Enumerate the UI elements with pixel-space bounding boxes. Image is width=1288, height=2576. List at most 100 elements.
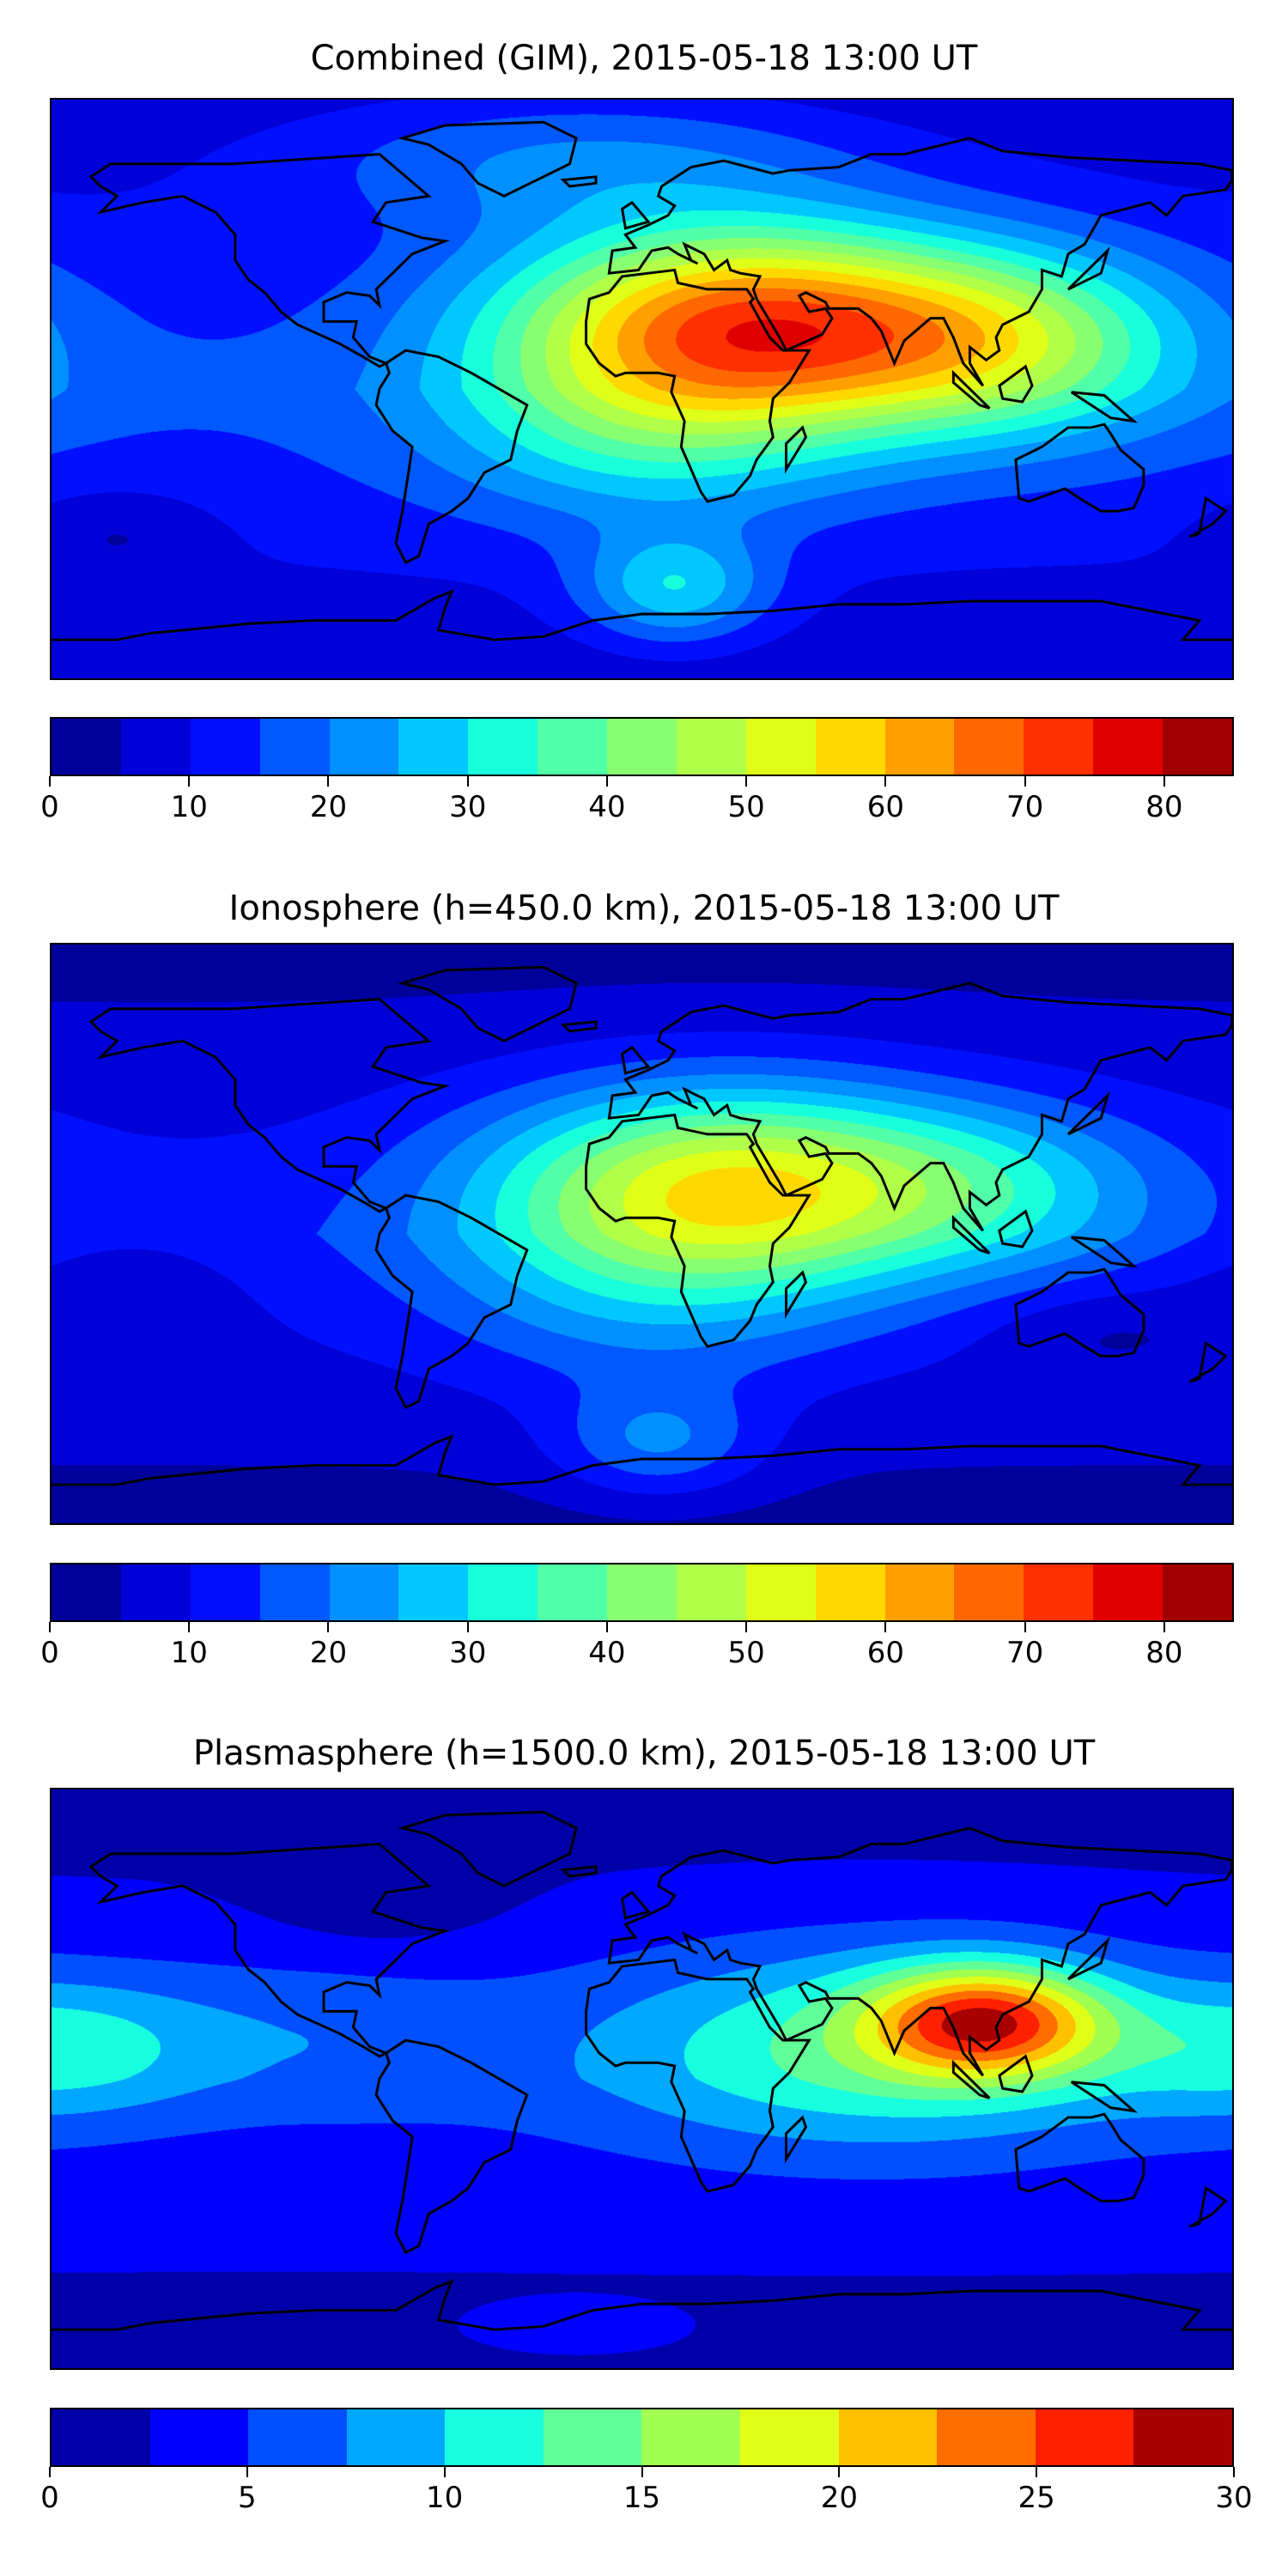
colorbar-segment — [259, 719, 330, 775]
colorbar-tick — [1233, 2467, 1235, 2477]
coastlines — [52, 120, 1232, 641]
colorbar-tick — [838, 2467, 841, 2477]
colorbar-segment — [52, 2409, 150, 2465]
colorbar-segment — [543, 2409, 642, 2465]
colorbar-segment — [52, 1564, 121, 1620]
colorbar-ticks: 0 10 20 30 40 50 60 70 80 — [40, 1622, 1234, 1674]
colorbar-segment — [538, 1564, 607, 1620]
colorbar-tick — [1024, 1622, 1026, 1632]
colorbar-tick-label: 15 — [623, 2481, 661, 2515]
colorbar-segment — [259, 1564, 330, 1620]
colorbar-tick — [641, 2467, 643, 2477]
colorbar-ticks: 0 5 10 15 20 25 30 — [40, 2467, 1253, 2518]
colorbar-segment — [346, 2409, 446, 2465]
colorbar-segment — [398, 1564, 469, 1620]
colorbar-tick-label: 50 — [727, 790, 765, 824]
colorbar-tick — [246, 2467, 248, 2477]
colorbar-tick — [466, 776, 469, 787]
colorbar-segment — [815, 719, 885, 775]
chart-title: Combined (GIM), 2015-05-18 13:00 UT — [310, 39, 978, 78]
colorbar-tick-label: 70 — [1006, 1636, 1044, 1670]
colorbar-segment — [954, 719, 1024, 775]
colorbar-segment — [1163, 1564, 1232, 1620]
colorbar-tick-label: 40 — [588, 1636, 626, 1670]
contour-field — [52, 1789, 1232, 2368]
colorbar-segment — [52, 719, 121, 775]
colorbar — [50, 717, 1234, 776]
colorbar-tick — [884, 1622, 887, 1632]
colorbar-tick-label: 60 — [866, 790, 905, 824]
colorbar-segment — [676, 1564, 746, 1620]
colorbar-tick-label: 5 — [238, 2481, 257, 2515]
colorbar-tick-label: 30 — [449, 1636, 487, 1670]
colorbar-segment — [1133, 2409, 1232, 2465]
contour-field — [52, 100, 1232, 678]
colorbar-segment — [954, 1564, 1024, 1620]
colorbar-tick — [49, 776, 51, 787]
colorbar-tick-label: 30 — [1215, 2481, 1253, 2515]
colorbar-tick-label: 20 — [309, 790, 348, 824]
colorbar-segment — [398, 719, 469, 775]
colorbar-ticks: 0 10 20 30 40 50 60 70 80 — [40, 776, 1234, 828]
colorbar-tick-label: 0 — [40, 1636, 59, 1670]
colorbar-tick-label: 0 — [40, 2481, 59, 2515]
colorbar-tick-label: 10 — [426, 2481, 464, 2515]
colorbar-segment — [1024, 719, 1094, 775]
colorbar-segment — [248, 2409, 347, 2465]
colorbar-tick — [1024, 776, 1026, 787]
colorbar-segment — [838, 2409, 938, 2465]
tec-map-ionosphere — [50, 943, 1234, 1525]
colorbar-segment — [538, 719, 607, 775]
colorbar-tick — [605, 1622, 608, 1632]
colorbar-tick — [745, 776, 748, 787]
colorbar-tick-label: 70 — [1006, 790, 1044, 824]
colorbar-segment — [1163, 719, 1232, 775]
colorbar-segment — [641, 2409, 741, 2465]
colorbar-tick — [1163, 776, 1165, 787]
colorbar-segment — [1024, 1564, 1094, 1620]
colorbar-tick — [1036, 2467, 1038, 2477]
tec-map-combined — [50, 98, 1234, 680]
colorbar-tick-label: 50 — [727, 1636, 765, 1670]
coastlines — [52, 965, 1232, 1486]
colorbar-segment — [445, 2409, 544, 2465]
colorbar-tick — [884, 776, 887, 787]
colorbar — [50, 2408, 1234, 2467]
colorbar-segment — [149, 2409, 249, 2465]
colorbar-tick — [327, 776, 330, 787]
colorbar-tick — [188, 1622, 191, 1632]
colorbar-tick-label: 20 — [309, 1636, 348, 1670]
colorbar-segment — [937, 2409, 1036, 2465]
colorbar-segment — [745, 719, 816, 775]
colorbar-segment — [884, 719, 955, 775]
colorbar-segment — [740, 2409, 839, 2465]
colorbar-segment — [815, 1564, 885, 1620]
contour-field — [52, 945, 1232, 1523]
colorbar-tick — [745, 1622, 748, 1632]
colorbar-tick-label: 20 — [820, 2481, 858, 2515]
colorbar-segment — [120, 719, 191, 775]
coastlines — [52, 1810, 1232, 2331]
colorbar-segment — [468, 1564, 538, 1620]
colorbar-tick — [49, 1622, 51, 1632]
colorbar-segment — [745, 1564, 816, 1620]
colorbar-segment — [1093, 1564, 1163, 1620]
chart-title: Plasmasphere (h=1500.0 km), 2015-05-18 1… — [192, 1734, 1096, 1773]
colorbar-tick-label: 25 — [1018, 2481, 1055, 2515]
colorbar-segment — [676, 719, 746, 775]
colorbar-segment — [120, 1564, 191, 1620]
colorbar-tick-label: 10 — [170, 1636, 208, 1670]
colorbar-segment — [884, 1564, 955, 1620]
colorbar-tick — [49, 2467, 51, 2477]
colorbar-segment — [1093, 719, 1163, 775]
colorbar-segment — [1035, 2409, 1134, 2465]
colorbar-tick — [466, 1622, 469, 1632]
colorbar-tick-label: 0 — [40, 790, 59, 824]
colorbar-segment — [468, 719, 538, 775]
colorbar-segment — [329, 719, 399, 775]
colorbar-tick — [1163, 1622, 1165, 1632]
chart-title: Ionosphere (h=450.0 km), 2015-05-18 13:0… — [228, 889, 1060, 928]
colorbar-segment — [607, 1564, 677, 1620]
colorbar-tick-label: 80 — [1145, 790, 1183, 824]
colorbar-tick — [605, 776, 608, 787]
